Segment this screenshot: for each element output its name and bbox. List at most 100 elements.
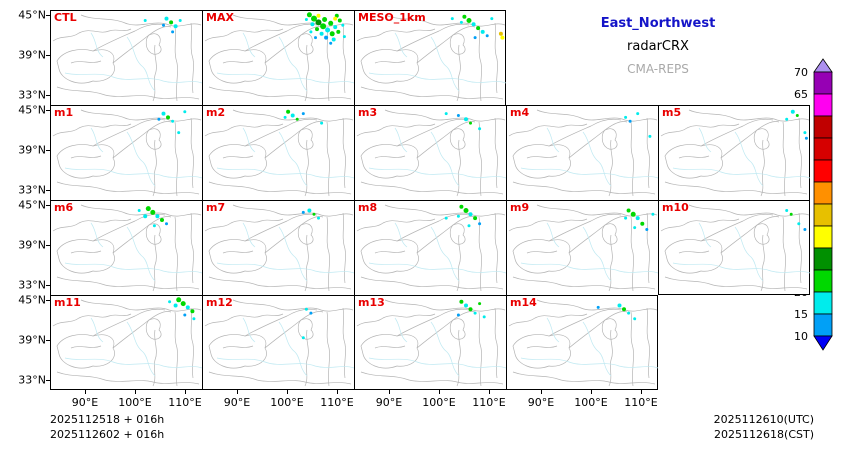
province-basemap	[52, 297, 203, 387]
radar-echo	[171, 30, 175, 34]
y-tick	[46, 190, 50, 191]
radar-echo	[314, 36, 317, 40]
x-tick	[85, 390, 86, 394]
colorbar-segment	[813, 159, 833, 183]
radar-echo	[180, 301, 186, 307]
radar-echo	[797, 222, 801, 226]
y-tick	[46, 205, 50, 206]
radar-echo	[469, 121, 472, 125]
x-tick	[439, 390, 440, 394]
radar-echo	[333, 25, 338, 30]
radar-echo	[157, 117, 161, 121]
radar-echo	[324, 35, 329, 40]
radar-echo	[476, 26, 481, 31]
radar-echo	[456, 114, 460, 117]
map-panel-meso_1km: MESO_1km	[354, 10, 507, 105]
province-basemap	[52, 14, 203, 102]
map-panel-max: MAX	[202, 10, 355, 105]
y-axis-label: 45°N	[18, 103, 46, 117]
province-basemap	[204, 299, 355, 387]
radar-echo	[145, 206, 151, 212]
radar-echo	[317, 216, 320, 220]
radar-echo	[312, 212, 316, 216]
radar-echo	[162, 23, 165, 27]
province-basemap	[356, 299, 507, 387]
radar-echo	[152, 224, 156, 228]
colorbar-segment	[813, 225, 833, 249]
province-basemap	[356, 14, 507, 102]
radar-echo	[336, 29, 341, 34]
panel-label: m6	[54, 201, 74, 214]
init-time-line1: 2025112518 + 016h	[50, 413, 165, 426]
radar-echo	[166, 115, 170, 120]
radar-echo	[283, 115, 287, 119]
radar-echo	[635, 216, 640, 221]
x-tick	[287, 390, 288, 394]
radar-echo	[498, 31, 503, 36]
radar-echo	[185, 305, 190, 310]
colorbar-segment	[813, 247, 833, 271]
radar-echo	[456, 214, 460, 218]
radar-echo	[165, 222, 168, 226]
province-basemap	[52, 109, 203, 197]
radar-echo	[150, 209, 156, 215]
radar-echo	[478, 302, 482, 306]
map-panel-m5: m5	[658, 105, 811, 200]
radar-echo	[633, 226, 637, 230]
panel-label: m5	[662, 106, 682, 119]
radar-echo	[301, 336, 305, 340]
radar-echo	[444, 112, 448, 116]
radar-echo	[309, 30, 313, 34]
radar-echo	[319, 31, 324, 36]
radar-echo	[333, 16, 338, 21]
radar-echo	[464, 303, 468, 308]
y-tick	[46, 110, 50, 111]
radar-echo	[337, 18, 342, 23]
radar-echo	[596, 305, 600, 309]
x-axis-label: 90°E	[71, 396, 99, 409]
radar-echo	[795, 114, 799, 117]
radar-echo	[173, 303, 178, 308]
radar-echo	[640, 221, 645, 226]
panel-label: m9	[510, 201, 530, 214]
radar-echo	[804, 136, 808, 140]
x-tick	[591, 390, 592, 394]
radar-echo	[628, 119, 632, 123]
x-tick	[541, 390, 542, 394]
radar-echo	[328, 20, 334, 26]
province-basemap	[356, 204, 507, 292]
radar-echo	[306, 12, 312, 18]
footer-init-times: 2025112518 + 016h 2025112602 + 016h	[50, 412, 164, 442]
y-tick	[46, 95, 50, 96]
radar-echo	[137, 209, 141, 212]
radar-echo	[183, 313, 187, 317]
radar-echo	[462, 14, 467, 19]
x-axis-label: 100°E	[422, 396, 456, 409]
map-panel-m12: m12	[202, 295, 355, 390]
radar-echo	[633, 317, 637, 321]
x-axis-label: 110°E	[624, 396, 658, 409]
x-tick	[489, 390, 490, 394]
radar-echo	[304, 307, 308, 311]
colorbar-tick-label: 65	[794, 88, 808, 101]
colorbar-segment	[813, 313, 833, 337]
radar-echo	[468, 307, 473, 312]
radar-echo	[803, 131, 807, 135]
radar-echo	[636, 112, 640, 116]
x-tick	[135, 390, 136, 394]
y-tick	[46, 55, 50, 56]
radar-echo	[325, 27, 331, 33]
radar-echo	[617, 303, 622, 308]
radar-echo	[155, 214, 160, 219]
y-tick	[46, 380, 50, 381]
radar-echo	[624, 115, 628, 119]
panel-label: MAX	[206, 11, 234, 24]
radar-echo	[473, 311, 477, 315]
colorbar-tick-label: 10	[794, 330, 808, 343]
province-basemap	[508, 299, 659, 387]
radar-echo	[304, 18, 308, 21]
map-panel-m2: m2	[202, 105, 355, 200]
radar-echo	[164, 16, 169, 21]
footer-valid-times: 2025112610(UTC) 2025112618(CST)	[714, 412, 814, 442]
